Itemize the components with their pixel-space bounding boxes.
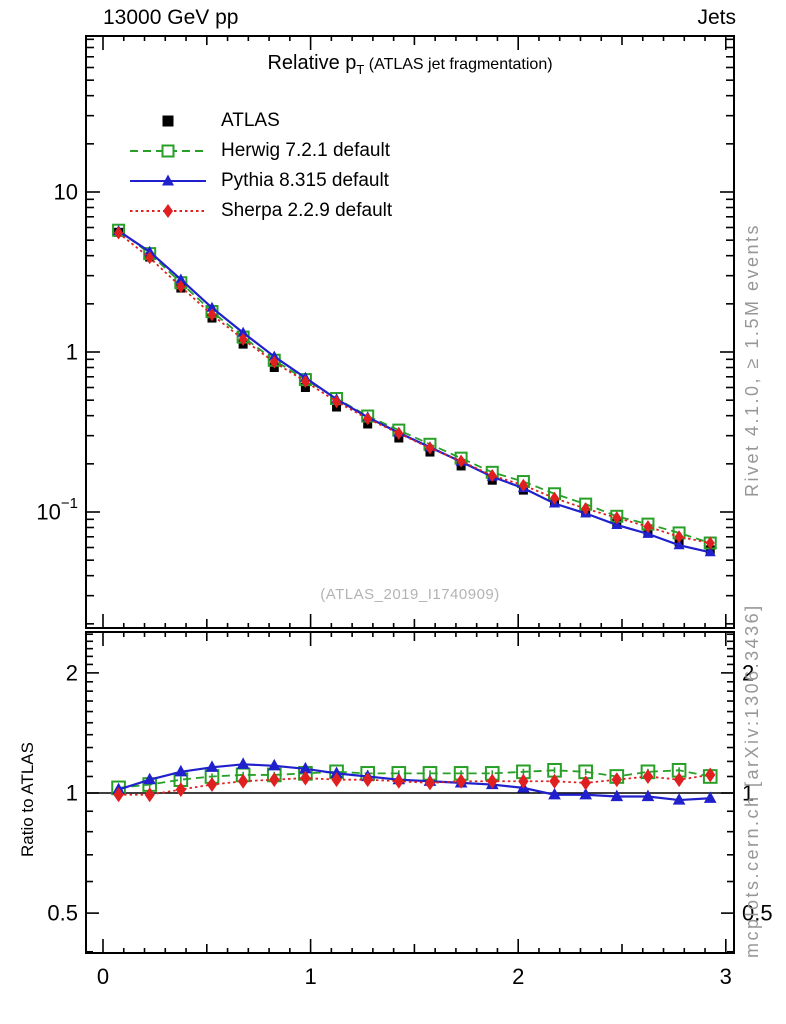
analysis-id-watermark: (ATLAS_2019_I1740909) bbox=[320, 586, 500, 603]
legend-label: ATLAS bbox=[221, 110, 280, 131]
svg-text:1: 1 bbox=[66, 340, 78, 365]
legend: ATLAS Herwig 7.2.1 default Pythia 8.315 … bbox=[127, 106, 392, 226]
svg-text:2: 2 bbox=[512, 964, 524, 989]
svg-text:3: 3 bbox=[720, 964, 732, 989]
svg-text:1: 1 bbox=[304, 964, 316, 989]
svg-text:2: 2 bbox=[66, 660, 78, 685]
ratio-series-sherpa bbox=[113, 767, 716, 803]
svg-text:0: 0 bbox=[97, 964, 109, 989]
svg-text:2: 2 bbox=[742, 660, 754, 685]
legend-item-atlas: ATLAS bbox=[127, 106, 392, 136]
plot-title: Relative pT (ATLAS jet fragmentation) bbox=[86, 52, 734, 77]
legend-label: Sherpa 2.2.9 default bbox=[221, 200, 393, 221]
legend-marker-pythia-icon bbox=[130, 174, 206, 186]
plot-title-subscript: T bbox=[356, 62, 365, 77]
main-series-pythia bbox=[113, 224, 716, 557]
main-series-sherpa bbox=[114, 226, 715, 550]
plot-title-tail: (ATLAS jet fragmentation) bbox=[364, 56, 553, 73]
axis-labels: 10 1 10−1 2 2 1 1 0.5 0.5 0 1 2 3 bbox=[36, 180, 772, 990]
beam-energy-title: 13000 GeV pp bbox=[103, 6, 239, 29]
main-series-herwig bbox=[112, 223, 717, 550]
main-series-atlas bbox=[114, 227, 715, 555]
legend-marker-sherpa-icon bbox=[130, 204, 206, 218]
legend-item-pythia: Pythia 8.315 default bbox=[127, 166, 392, 196]
legend-label: Pythia 8.315 default bbox=[221, 170, 389, 191]
svg-text:0.5: 0.5 bbox=[742, 901, 773, 926]
ratio-axis-label: Ratio to ATLAS bbox=[18, 742, 37, 858]
svg-text:10−1: 10−1 bbox=[36, 495, 78, 525]
plot-title-main: Relative p bbox=[267, 52, 357, 74]
legend-marker-herwig-icon bbox=[130, 144, 206, 158]
rivet-version-note: Rivet 4.1.0, ≥ 1.5M events bbox=[742, 223, 762, 497]
legend-marker-atlas-icon bbox=[162, 115, 174, 127]
svg-text:1: 1 bbox=[66, 781, 78, 806]
legend-item-sherpa: Sherpa 2.2.9 default bbox=[127, 196, 392, 226]
analysis-group-title: Jets bbox=[697, 6, 736, 29]
svg-text:0.5: 0.5 bbox=[47, 901, 78, 926]
ratio-series-pythia bbox=[112, 757, 717, 805]
svg-text:1: 1 bbox=[742, 781, 754, 806]
legend-label: Herwig 7.2.1 default bbox=[221, 140, 390, 161]
mcplots-arxiv-note: mcplots.cern.ch [arXiv:1306.3436] bbox=[742, 603, 762, 958]
legend-item-herwig: Herwig 7.2.1 default bbox=[127, 136, 392, 166]
svg-text:10: 10 bbox=[54, 180, 78, 205]
